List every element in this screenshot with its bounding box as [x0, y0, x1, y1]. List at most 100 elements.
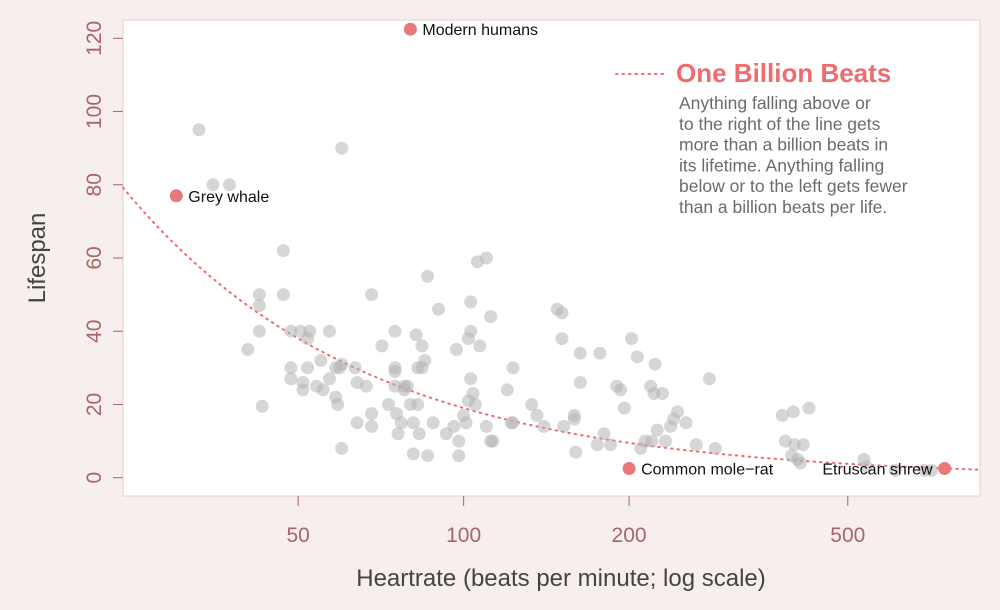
data-point: [359, 379, 373, 393]
data-point: [375, 339, 389, 353]
data-point: [648, 357, 662, 371]
legend-description-line: its lifetime. Anything falling: [679, 155, 884, 175]
data-point: [296, 383, 310, 397]
legend-title: One Billion Beats: [676, 58, 891, 88]
data-point: [415, 339, 429, 353]
data-point: [409, 328, 423, 342]
highlight-point: [403, 22, 417, 36]
data-point: [412, 427, 426, 441]
billion-beats-line: [122, 186, 981, 471]
plot-area: [122, 19, 981, 497]
highlighted-points: Modern humans Grey whale Common mole−rat Et…: [169, 22, 952, 479]
data-point: [452, 434, 466, 448]
data-point: [452, 449, 466, 463]
legend-description-line: below or to the left gets fewer: [679, 176, 908, 196]
data-point: [786, 405, 800, 419]
data-point: [206, 178, 220, 192]
data-point: [276, 288, 290, 302]
data-point: [484, 310, 498, 324]
data-point: [406, 416, 420, 430]
data-point: [555, 332, 569, 346]
data-point: [473, 339, 487, 353]
y-tick-label: 100: [83, 94, 106, 129]
data-point: [537, 419, 551, 433]
data-point: [464, 295, 478, 309]
y-tick-label: 80: [83, 173, 106, 196]
highlight-label: Etruscan shrew: [822, 462, 933, 479]
data-point: [284, 372, 298, 386]
data-point: [284, 361, 298, 375]
data-point: [506, 416, 520, 430]
data-point: [316, 383, 330, 397]
data-point: [468, 398, 482, 411]
highlight-label: Common mole−rat: [641, 462, 774, 479]
data-point: [323, 372, 336, 386]
highlight-label: Grey whale: [188, 189, 269, 206]
data-point: [590, 438, 604, 452]
data-point: [252, 299, 266, 313]
data-point: [284, 324, 298, 338]
data-point: [630, 350, 644, 364]
data-point: [421, 269, 435, 283]
data-point: [466, 387, 480, 400]
data-point: [525, 398, 539, 411]
highlight-label: Modern humans: [422, 22, 538, 39]
data-point: [925, 463, 938, 477]
data-point: [479, 419, 493, 433]
data-point: [252, 288, 266, 302]
data-point: [335, 357, 349, 371]
data-point: [426, 416, 440, 430]
y-tick-label: 20: [83, 393, 106, 416]
data-point: [449, 343, 463, 356]
data-point: [432, 302, 445, 316]
data-point: [464, 324, 478, 338]
data-point: [388, 324, 402, 338]
data-point: [775, 408, 789, 422]
data-point: [708, 441, 722, 455]
data-point: [557, 419, 571, 433]
data-point: [331, 398, 345, 411]
data-point: [301, 332, 315, 346]
x-tick-label: 50: [287, 524, 310, 547]
data-point: [192, 123, 206, 137]
data-point: [593, 346, 607, 360]
data-point: [659, 434, 672, 448]
data-point: [388, 365, 402, 378]
data-point: [530, 408, 544, 422]
highlight-point: [622, 462, 636, 475]
x-axis-title: Heartrate (beats per minute; log scale): [356, 565, 766, 592]
data-point: [350, 416, 364, 430]
x-tick-label: 200: [612, 524, 647, 547]
data-point: [314, 354, 328, 367]
x-tick-label: 100: [446, 524, 481, 547]
data-point: [645, 434, 659, 448]
data-point: [506, 361, 520, 375]
x-axis: 50 100 200 500: [287, 496, 865, 547]
data-point: [655, 387, 669, 400]
data-point: [382, 398, 395, 411]
data-point: [486, 434, 500, 448]
y-axis-title: Lifespan: [24, 213, 51, 304]
data-point: [421, 449, 435, 463]
data-point: [604, 438, 617, 452]
data-point: [573, 346, 587, 360]
y-tick-label: 120: [83, 21, 106, 56]
data-point: [394, 416, 408, 430]
data-point: [411, 398, 425, 411]
legend-description-line: Anything falling above or: [679, 93, 871, 113]
data-point: [447, 419, 461, 433]
billion-beats-curve: [122, 186, 981, 471]
y-axis: 0 20 40 60 80 100 120: [83, 21, 123, 484]
data-point: [617, 401, 631, 415]
data-point: [276, 244, 290, 258]
data-point: [459, 416, 473, 430]
y-tick-label: 60: [83, 246, 106, 269]
data-point: [365, 407, 379, 421]
data-point: [567, 412, 581, 426]
data-point: [796, 438, 810, 452]
legend-description-line: than a billion beats per life.: [679, 197, 887, 217]
x-tick-label: 500: [830, 524, 865, 547]
data-point: [335, 441, 349, 455]
